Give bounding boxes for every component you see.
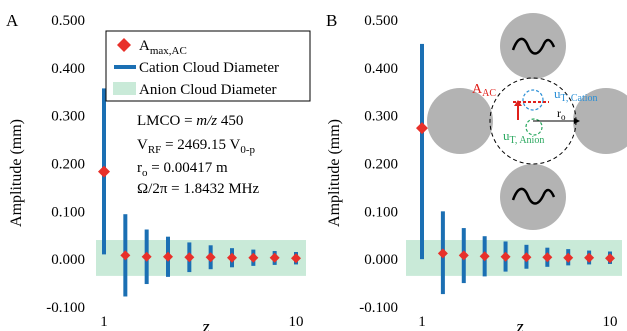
amax-diamond-point [120, 250, 131, 261]
label-a-ac: AAC [472, 82, 496, 99]
legend-label-anion: Anion Cloud Diameter [139, 82, 276, 98]
amax-diamond-point [163, 251, 173, 262]
x-axis-title-a: z [201, 317, 210, 331]
legend-label-cation: Cation Cloud Diameter [139, 60, 279, 76]
y-axis-title-a: Amplitude (mm) [8, 119, 25, 227]
legend-cation-bar [114, 65, 136, 69]
y-tick-label: 0.200 [51, 157, 85, 173]
electrode-rod-left [427, 88, 493, 154]
param-r0: ro = 0.00417 m [137, 160, 228, 179]
panel-b: B Amplitude (mm) -0.100 0.000 0.100 0.200 0.… [326, 11, 627, 331]
plot-area-b: -0.100 0.000 0.100 0.200 0.300 0.400 0.500 1 10 [359, 13, 622, 330]
amax-diamond-point [437, 248, 448, 259]
param-vrf: VRF = 2469.15 V0-p [137, 137, 256, 156]
legend-label-amax: Amax,AC [139, 38, 187, 57]
legend-item-anion: Anion Cloud Diameter [113, 82, 276, 98]
amax-diamond-point [500, 251, 511, 262]
amax-diamond-point [479, 251, 490, 262]
y-tick-label: 0.400 [51, 61, 85, 77]
label-ut-anion: uT, Anion [503, 128, 544, 146]
amax-diamond-point [605, 253, 615, 264]
y-tick-label: -0.100 [46, 300, 85, 316]
x-tick-label: 1 [418, 314, 426, 330]
amax-diamond-point [205, 252, 216, 263]
x-axis-title-b: z [515, 317, 524, 331]
plot-area-a: -0.100 0.000 0.100 0.200 0.300 0.400 0.500 1 10 [46, 13, 306, 330]
amax-diamond-point [563, 252, 574, 263]
x-tick-label: 10 [289, 314, 304, 330]
y-tick-label: 0.300 [364, 109, 398, 125]
arrowhead-icon [514, 100, 522, 106]
y-tick-label: 0.100 [51, 204, 85, 220]
panel-a: A Amplitude (mm) -0.100 0.000 0.100 0.200 0.… [6, 11, 311, 331]
legend-item-amax: Amax,AC [117, 38, 187, 57]
amax-diamond-point [98, 165, 110, 178]
amax-diamond-point [542, 252, 553, 263]
amax-diamond-point [416, 122, 428, 135]
param-omega: Ω/2π = 1.8432 MHz [137, 181, 260, 197]
amax-diamond-point [584, 252, 595, 263]
y-tick-label: 0.000 [364, 252, 398, 268]
x-tick-label: 10 [603, 314, 618, 330]
y-tick-label: 0.500 [51, 13, 85, 29]
electrode-rod-top [500, 13, 566, 79]
param-lmco: LMCO = m/z 450 [137, 113, 243, 129]
x-tick-label: 1 [100, 314, 108, 330]
amax-diamond-point [458, 250, 469, 261]
cation-bar [420, 43, 424, 260]
sine-wave-icon [511, 187, 556, 205]
panel-letter-b: B [326, 11, 337, 30]
y-tick-label: 0.400 [364, 61, 398, 77]
amax-diamond-point [184, 252, 195, 263]
electrode-rod-right [573, 88, 627, 154]
y-tick-label: 0.000 [51, 252, 85, 268]
amax-diamond-point [269, 252, 280, 263]
parameter-block: LMCO = m/z 450 VRF = 2469.15 V0-p ro = 0… [137, 113, 260, 197]
y-tick-label: 0.200 [364, 157, 398, 173]
electrode-rod-bottom [500, 164, 566, 230]
legend-anion-swatch [113, 82, 136, 95]
amax-diamond-point [141, 251, 152, 262]
amax-diamond-point [291, 253, 301, 264]
anion-cloud-ring [525, 118, 543, 136]
label-r0: ro [557, 106, 566, 122]
arrowhead-icon [574, 118, 580, 124]
y-tick-label: 0.300 [51, 109, 85, 125]
y-axis-title-b: Amplitude (mm) [326, 119, 343, 227]
legend-diamond-marker [117, 38, 131, 52]
cation-cloud-ring [522, 89, 544, 111]
y-tick-label: -0.100 [359, 300, 398, 316]
legend-item-cation: Cation Cloud Diameter [114, 60, 279, 76]
legend-box [105, 30, 311, 102]
sine-wave-icon [511, 37, 556, 55]
y-tick-label: 0.500 [364, 13, 398, 29]
y-tick-label: 0.100 [364, 204, 398, 220]
label-ut-cation: uT, Cation [554, 86, 598, 104]
amax-diamond-point [521, 252, 532, 263]
quadrupole-inset: AAC uT, Cation uT, Anion ro [427, 13, 627, 230]
amax-diamond-point [227, 252, 237, 263]
legend: Amax,AC Cation Cloud Diameter Anion Clou… [105, 30, 311, 102]
amax-diamond-point [248, 252, 259, 263]
panel-letter-a: A [6, 11, 19, 30]
